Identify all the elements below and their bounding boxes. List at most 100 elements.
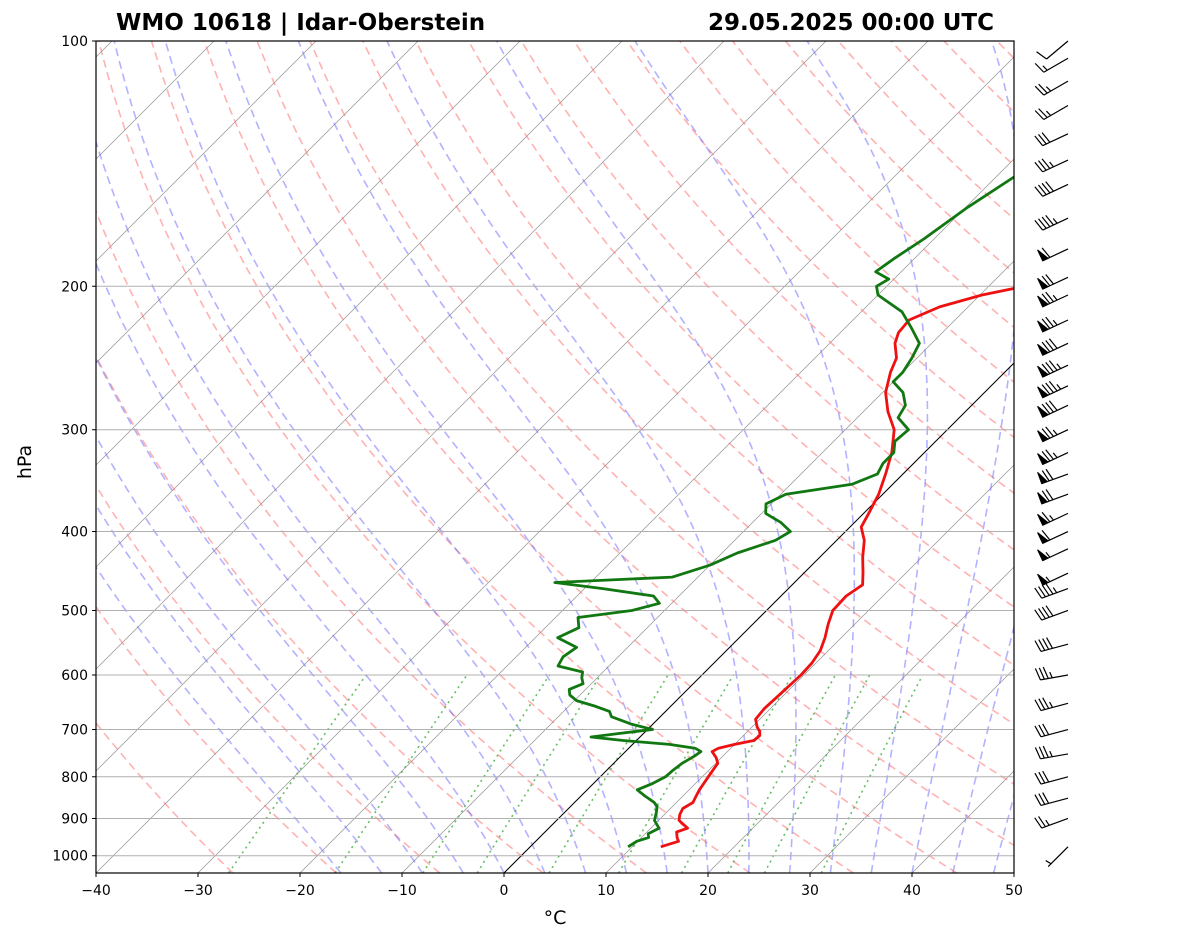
isotherm-line: [96, 41, 419, 364]
x-tick-label: 10: [597, 883, 615, 899]
moist-adiabat-line: [911, 41, 1014, 873]
wind-barb: [1037, 380, 1069, 399]
moist-adiabat-line: [496, 41, 797, 873]
dry-adiabat-line: [96, 605, 337, 873]
dry-adiabat-line: [309, 41, 1014, 786]
isotherm-line: [96, 41, 317, 262]
moist-adiabat-line: [96, 139, 546, 873]
mixing-ratio-line: [618, 674, 735, 873]
wind-barb: [1037, 572, 1069, 586]
wind-barb: [1037, 274, 1069, 290]
y-tick-label: 900: [61, 811, 88, 827]
moist-adiabat-line: [164, 41, 628, 873]
dry-adiabat-line: [96, 208, 647, 873]
x-tick-label: 0: [500, 883, 509, 899]
mixing-ratio-line: [422, 674, 551, 873]
profiles: [553, 175, 1014, 849]
x-tick-label: −30: [183, 883, 213, 899]
isotherm-line: [401, 260, 1014, 873]
wind-barb: [1034, 723, 1069, 738]
y-tick-label: 500: [61, 603, 88, 619]
dry-adiabat-line: [467, 41, 1014, 608]
wind-barb: [1037, 400, 1069, 418]
dry-adiabat-line: [626, 41, 1014, 439]
dry-adiabat-line: [203, 41, 958, 873]
wind-barb: [1037, 548, 1069, 562]
dry-adiabat-line: [97, 41, 751, 873]
dry-adiabat-line: [96, 484, 441, 873]
wind-barb: [1034, 214, 1069, 231]
y-tick-label: 800: [61, 770, 88, 786]
pressure-gridlines: [96, 40, 1014, 857]
dry-adiabat-line: [784, 41, 1014, 274]
y-tick-label: 700: [61, 723, 88, 739]
x-tick-label: 30: [801, 883, 819, 899]
x-tick-label: −10: [387, 883, 417, 899]
wind-barb: [1034, 745, 1069, 760]
dry-adiabat-line: [943, 41, 1014, 113]
moist-adiabat-line: [992, 792, 1014, 873]
wind-barb: [1036, 40, 1069, 60]
dry-adiabat-line: [96, 354, 544, 873]
wind-barb: [1034, 792, 1069, 807]
dewpoint-profile-line: [553, 175, 1014, 848]
wind-barb: [1034, 697, 1069, 712]
wind-barb: [1037, 511, 1069, 526]
dry-adiabat-line: [362, 41, 1014, 726]
y-tick-label: 200: [61, 279, 88, 295]
zero-isotherm-line: [503, 362, 1014, 873]
moist-adiabat-line: [96, 503, 383, 873]
dry-adiabat-line: [573, 41, 1014, 495]
plot-frame: [95, 40, 1015, 874]
wind-barb: [1034, 637, 1069, 653]
y-tick-label: 400: [61, 525, 88, 541]
isotherm-line: [605, 464, 1014, 873]
y-tick-label: 100: [61, 34, 88, 50]
x-tick-label: −20: [285, 883, 315, 899]
title-right: 29.05.2025 00:00 UTC: [708, 10, 994, 36]
dry-adiabat-line: [256, 41, 1014, 847]
moist-adiabat-line: [386, 41, 750, 873]
dry-adiabat-line: [96, 721, 234, 873]
x-axis-label: °C: [544, 907, 567, 929]
wind-barb: [1034, 132, 1069, 147]
isotherm-line: [197, 56, 1014, 873]
wind-barb: [1037, 338, 1069, 356]
wind-barb: [1034, 666, 1069, 681]
mixing-ratio-line: [227, 674, 367, 873]
isotherm-line: [299, 158, 1014, 873]
dry-adiabat-line: [520, 41, 1014, 551]
wind-barb: [1037, 468, 1069, 485]
mixing-ratio-line: [548, 674, 669, 873]
wind-barb: [1037, 247, 1069, 262]
x-tick-label: −40: [81, 883, 111, 899]
wind-barb: [1037, 360, 1069, 378]
isotherm-line: [96, 41, 521, 466]
x-tick-label: 40: [903, 883, 921, 899]
dry-adiabat-line: [1050, 41, 1181, 873]
isotherm-line: [0, 41, 10, 873]
wind-barb: [1034, 181, 1069, 197]
mixing-ratio-line: [727, 674, 837, 873]
wind-barb: [1037, 529, 1069, 545]
wind-barbs: [1034, 40, 1069, 868]
wind-barb: [1037, 489, 1069, 505]
mixing-ratio-line: [680, 674, 793, 873]
x-tick-label: 50: [1005, 883, 1023, 899]
y-tick-label: 1000: [52, 849, 88, 865]
isotherm-line: [96, 41, 827, 772]
wind-barb: [1034, 770, 1069, 785]
moist-adiabat-line: [225, 41, 668, 873]
dry-adiabat-line: [996, 41, 1014, 60]
wind-barb: [1034, 605, 1069, 621]
moist-adiabat-line: [634, 41, 856, 873]
isotherm-line: [707, 566, 1014, 873]
y-axis-label: hPa: [14, 445, 36, 479]
title-left: WMO 10618 | Idar-Oberstein: [116, 10, 485, 36]
y-tick-label: 600: [61, 668, 88, 684]
moist-adiabat-line: [96, 261, 505, 873]
wind-barb: [1034, 104, 1069, 121]
wind-barb: [1037, 291, 1069, 308]
wind-barb: [1034, 57, 1069, 73]
